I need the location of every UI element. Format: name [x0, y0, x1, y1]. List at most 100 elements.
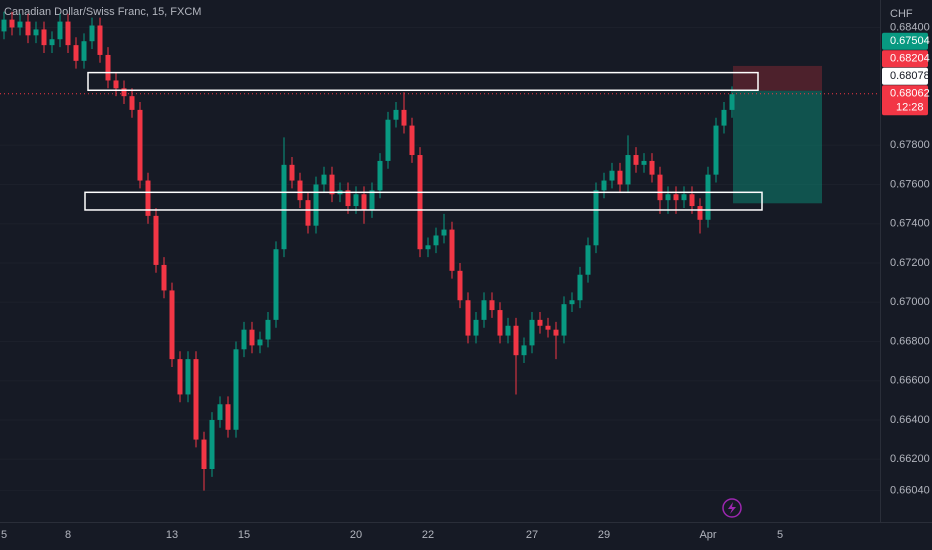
- candle-body: [145, 180, 151, 216]
- y-tick-label: 0.67200: [890, 257, 930, 269]
- candle-body: [369, 190, 375, 210]
- x-tick-label: 8: [65, 529, 71, 541]
- candle-body: [273, 249, 279, 320]
- y-tick-label: 0.66200: [890, 453, 930, 465]
- price-label-box: [882, 32, 928, 50]
- price-label: 0.68062 12:28: [882, 85, 930, 116]
- candle-body: [289, 164, 295, 181]
- candle-body: [497, 310, 503, 336]
- x-tick-label: 5: [1, 529, 7, 541]
- candle-body: [401, 109, 407, 126]
- candle-body: [569, 300, 575, 305]
- candle-body: [281, 164, 287, 250]
- candle-body: [481, 300, 487, 320]
- candle-body: [209, 419, 215, 470]
- candle-body: [361, 194, 367, 210]
- candle-body: [537, 319, 543, 326]
- y-tick-label: 0.66600: [890, 375, 930, 387]
- candle-body: [257, 339, 263, 346]
- candle-body: [33, 29, 39, 36]
- candle-body: [249, 329, 255, 346]
- price-label-text: 0.68078: [890, 70, 930, 82]
- y-tick-label: 0.66400: [890, 414, 930, 426]
- candle-body: [425, 245, 431, 250]
- x-tick-label: Apr: [699, 529, 716, 541]
- candle-body: [385, 119, 391, 161]
- candle-body: [641, 160, 647, 165]
- target-zone: [733, 90, 822, 204]
- zone-box: [84, 191, 763, 211]
- candle-body: [617, 170, 623, 185]
- candle-body: [241, 329, 247, 350]
- candle-body: [417, 155, 423, 250]
- candle-body: [57, 21, 63, 40]
- candle-body: [137, 109, 143, 181]
- y-tick-label: 0.67600: [890, 178, 930, 190]
- x-tick-label: 13: [166, 529, 178, 541]
- price-label-text: 0.68204: [890, 53, 930, 65]
- y-tick-label: 0.67000: [890, 296, 930, 308]
- candle-body: [473, 319, 479, 336]
- candle-body: [81, 41, 87, 61]
- price-label: 0.68078: [882, 67, 930, 85]
- candle-body: [297, 180, 303, 201]
- stop-zone: [733, 65, 822, 91]
- candle-body: [393, 109, 399, 120]
- x-tick-label: 29: [598, 529, 610, 541]
- candle-body: [673, 194, 679, 201]
- price-label-box: [882, 85, 928, 116]
- candle-body: [521, 345, 527, 356]
- candle-body: [177, 359, 183, 395]
- candle-body: [265, 319, 271, 340]
- candle-body: [705, 174, 711, 220]
- x-tick-label: 27: [526, 529, 538, 541]
- candle-body: [513, 325, 519, 356]
- candle-body: [225, 404, 231, 430]
- candle-body: [201, 439, 207, 470]
- y-tick-label: 0.67400: [890, 218, 930, 230]
- y-tick-label: 0.66800: [890, 335, 930, 347]
- zone-box: [87, 71, 759, 92]
- candle-body: [697, 206, 703, 220]
- candle-body: [657, 174, 663, 201]
- candle-body: [17, 21, 23, 28]
- candle-body: [217, 404, 223, 420]
- x-tick-label: 15: [238, 529, 250, 541]
- candle-body: [529, 319, 535, 346]
- candle-body: [713, 125, 719, 175]
- y-tick-label: 0.67800: [890, 139, 930, 151]
- candle-body: [193, 359, 199, 440]
- candle-body: [449, 229, 455, 271]
- candle-body: [129, 96, 135, 110]
- price-label: 0.68204: [882, 50, 930, 68]
- candle-body: [89, 25, 95, 42]
- candle-body: [561, 304, 567, 336]
- candle-body: [633, 155, 639, 165]
- candle-body: [609, 170, 615, 181]
- candle-body: [25, 21, 31, 36]
- candle-body: [553, 329, 559, 336]
- x-tick-label: 20: [350, 529, 362, 541]
- y-tick-label: 0.66040: [890, 485, 930, 497]
- candle-body: [593, 190, 599, 246]
- candle-body: [665, 194, 671, 201]
- candle-body: [313, 184, 319, 226]
- candle-body: [353, 194, 359, 207]
- y-tick-label: 0.68400: [890, 21, 930, 33]
- x-tick-label: 5: [777, 529, 783, 541]
- candle-body: [601, 180, 607, 191]
- candle-body: [345, 190, 351, 207]
- candle-body: [457, 270, 463, 301]
- candle-body: [49, 39, 55, 46]
- candle-body: [649, 160, 655, 175]
- candle-body: [377, 160, 383, 191]
- candle-body: [9, 19, 15, 28]
- candle-body: [41, 29, 47, 46]
- alert-icon[interactable]: [722, 498, 742, 518]
- candle-body: [577, 274, 583, 301]
- candle-body: [233, 349, 239, 430]
- candle-body: [329, 174, 335, 195]
- candle-body: [1, 19, 7, 32]
